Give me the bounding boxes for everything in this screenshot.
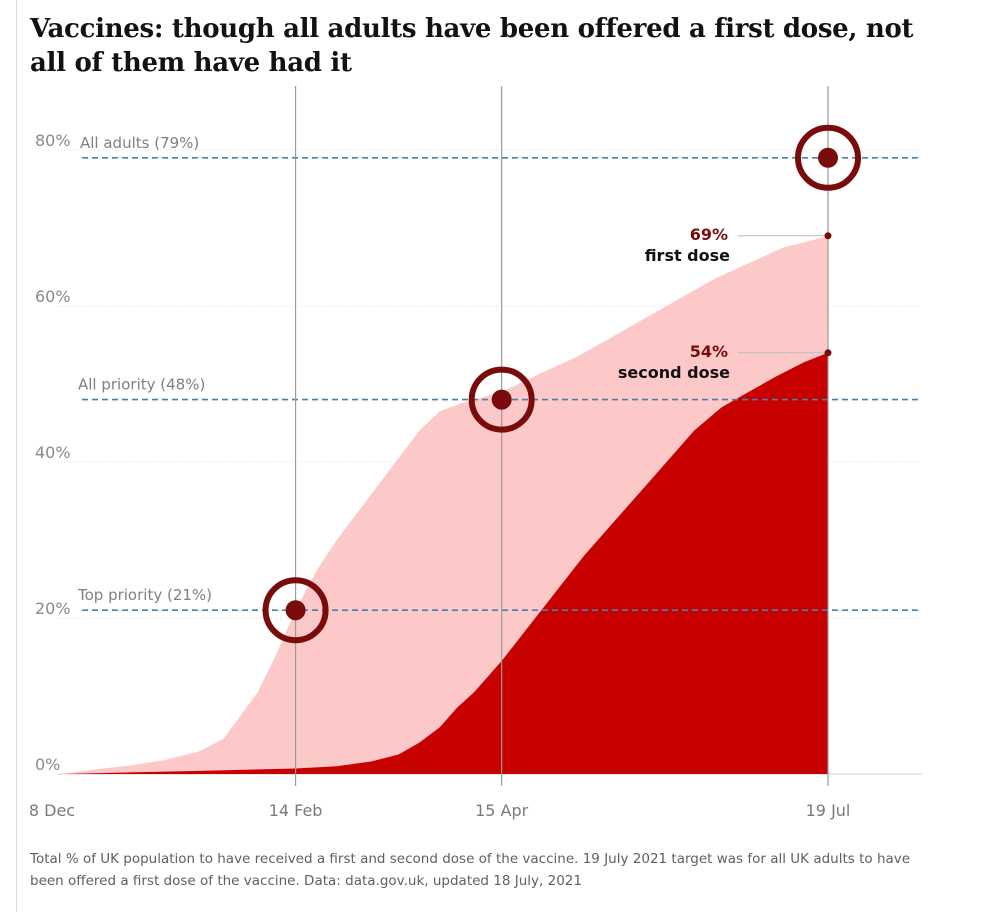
- y-tick-label: 40%: [35, 443, 71, 462]
- series-end-dot: [824, 232, 832, 240]
- y-tick-label: 60%: [35, 287, 71, 306]
- x-tick-label: 14 Feb: [269, 801, 323, 820]
- frame-left-border: [16, 0, 17, 912]
- y-tick-label: 80%: [35, 131, 71, 150]
- area-series: [62, 235, 828, 775]
- vaccine-area-chart: 0% 20% 40% 60% 80% All adults (79%) All priori…: [29, 86, 922, 820]
- second-dose-area: [62, 352, 828, 774]
- reference-line-label: All priority (48%): [78, 376, 205, 394]
- second-dose-name-label: second dose: [618, 363, 730, 382]
- milestone-ring: [468, 366, 535, 433]
- first-dose-name-label: first dose: [645, 246, 730, 265]
- first-dose-value-label: 69%: [690, 225, 728, 244]
- milestone-dot: [491, 389, 512, 410]
- x-tick-label: 19 Jul: [806, 801, 851, 820]
- milestone-dot: [818, 147, 838, 168]
- date-markers: [294, 86, 829, 786]
- milestone-ring: [795, 124, 861, 191]
- milestone-dot: [285, 600, 306, 621]
- reference-line-label: Top priority (21%): [77, 586, 212, 604]
- milestone-ring: [262, 577, 329, 644]
- x-tick-label: 15 Apr: [475, 801, 529, 820]
- x-tick-label: 8 Dec: [29, 801, 75, 820]
- series-end-dot: [824, 349, 832, 357]
- chart-labels: 0% 20% 40% 60% 80% All adults (79%) All priori…: [29, 124, 861, 820]
- y-tick-label: 0%: [35, 755, 60, 774]
- chart-title: Vaccines: though all adults have been of…: [30, 14, 914, 78]
- chart-caption: Total % of UK population to have receive…: [30, 851, 911, 889]
- y-tick-label: 20%: [35, 599, 71, 618]
- reference-line-label: All adults (79%): [80, 134, 199, 152]
- second-dose-value-label: 54%: [690, 342, 728, 361]
